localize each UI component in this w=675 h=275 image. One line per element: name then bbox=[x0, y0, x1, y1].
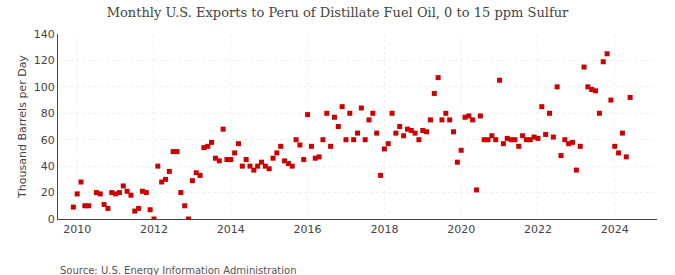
svg-text:2010: 2010 bbox=[63, 223, 91, 236]
svg-text:100: 100 bbox=[34, 81, 55, 94]
svg-text:2018: 2018 bbox=[370, 223, 398, 236]
svg-text:Thousand Barrels per Day: Thousand Barrels per Day bbox=[16, 55, 29, 199]
svg-text:20: 20 bbox=[41, 186, 55, 199]
svg-text:0: 0 bbox=[48, 213, 55, 226]
svg-text:2016: 2016 bbox=[294, 223, 322, 236]
svg-text:120: 120 bbox=[34, 54, 55, 67]
svg-text:Monthly U.S. Exports to Peru o: Monthly U.S. Exports to Peru of Distilla… bbox=[107, 5, 569, 20]
svg-text:60: 60 bbox=[41, 134, 55, 147]
svg-text:40: 40 bbox=[41, 160, 55, 173]
svg-text:2024: 2024 bbox=[601, 223, 629, 236]
svg-text:80: 80 bbox=[41, 107, 55, 120]
svg-text:2022: 2022 bbox=[524, 223, 552, 236]
svg-text:2014: 2014 bbox=[217, 223, 245, 236]
svg-text:140: 140 bbox=[34, 28, 55, 41]
svg-text:2012: 2012 bbox=[140, 223, 168, 236]
svg-text:2020: 2020 bbox=[447, 223, 475, 236]
svg-text:Source: U.S. Energy Informatio: Source: U.S. Energy Information Administ… bbox=[60, 265, 297, 275]
